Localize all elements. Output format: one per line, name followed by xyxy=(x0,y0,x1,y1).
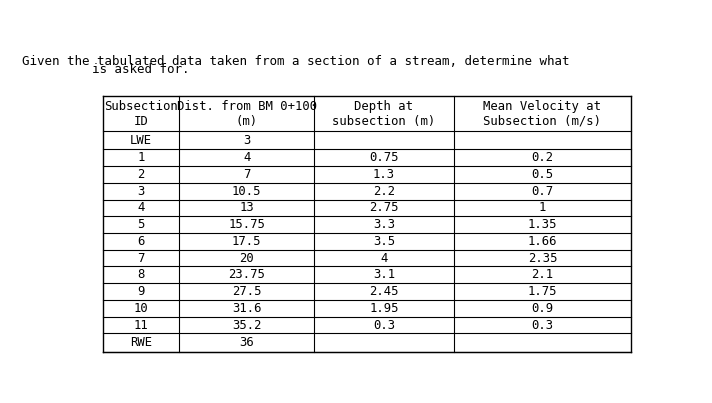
Text: 1.95: 1.95 xyxy=(370,302,399,315)
Text: 1: 1 xyxy=(539,202,546,214)
Text: 9: 9 xyxy=(137,285,145,298)
Text: 1.35: 1.35 xyxy=(528,218,557,231)
Text: 35.2: 35.2 xyxy=(232,319,261,332)
Text: 3.3: 3.3 xyxy=(373,218,395,231)
Text: 7: 7 xyxy=(137,251,145,265)
Text: Dist. from BM 0+100
(m): Dist. from BM 0+100 (m) xyxy=(177,100,317,128)
Text: 2.35: 2.35 xyxy=(528,251,557,265)
Text: 31.6: 31.6 xyxy=(232,302,261,315)
Text: 4: 4 xyxy=(380,251,387,265)
Text: 13: 13 xyxy=(239,202,254,214)
Text: 27.5: 27.5 xyxy=(232,285,261,298)
Text: 17.5: 17.5 xyxy=(232,235,261,248)
Text: 36: 36 xyxy=(239,336,254,349)
Text: 3: 3 xyxy=(243,134,251,147)
Text: 0.3: 0.3 xyxy=(531,319,553,332)
Text: 10: 10 xyxy=(134,302,149,315)
Text: RWE: RWE xyxy=(130,336,152,349)
Text: 2.75: 2.75 xyxy=(370,202,399,214)
Text: 3: 3 xyxy=(137,185,145,197)
Text: Subsection
ID: Subsection ID xyxy=(104,100,178,128)
Text: 0.5: 0.5 xyxy=(531,168,553,181)
Text: 4: 4 xyxy=(243,151,251,164)
Text: 5: 5 xyxy=(137,218,145,231)
Text: Mean Velocity at
Subsection (m/s): Mean Velocity at Subsection (m/s) xyxy=(483,100,602,128)
Text: 0.75: 0.75 xyxy=(370,151,399,164)
Text: 3.5: 3.5 xyxy=(373,235,395,248)
Text: 4: 4 xyxy=(137,202,145,214)
Text: 20: 20 xyxy=(239,251,254,265)
Text: 23.75: 23.75 xyxy=(229,268,265,281)
Text: 2.1: 2.1 xyxy=(531,268,553,281)
Text: 0.3: 0.3 xyxy=(373,319,395,332)
Text: LWE: LWE xyxy=(130,134,152,147)
Text: 1.3: 1.3 xyxy=(373,168,395,181)
Text: 11: 11 xyxy=(134,319,149,332)
Text: 10.5: 10.5 xyxy=(232,185,261,197)
Text: 1.75: 1.75 xyxy=(528,285,557,298)
Text: 8: 8 xyxy=(137,268,145,281)
Text: 2.45: 2.45 xyxy=(370,285,399,298)
Text: 6: 6 xyxy=(137,235,145,248)
Text: is asked for.: is asked for. xyxy=(92,63,189,76)
Text: 2.2: 2.2 xyxy=(373,185,395,197)
Text: 3.1: 3.1 xyxy=(373,268,395,281)
Text: 0.2: 0.2 xyxy=(531,151,553,164)
Text: Depth at
subsection (m): Depth at subsection (m) xyxy=(333,100,436,128)
Text: 1: 1 xyxy=(137,151,145,164)
Text: 1.66: 1.66 xyxy=(528,235,557,248)
Text: 0.7: 0.7 xyxy=(531,185,553,197)
Text: 2: 2 xyxy=(137,168,145,181)
Text: Given the tabulated data taken from a section of a stream, determine what: Given the tabulated data taken from a se… xyxy=(22,54,570,68)
Text: 7: 7 xyxy=(243,168,251,181)
Text: 0.9: 0.9 xyxy=(531,302,553,315)
Text: 15.75: 15.75 xyxy=(229,218,265,231)
